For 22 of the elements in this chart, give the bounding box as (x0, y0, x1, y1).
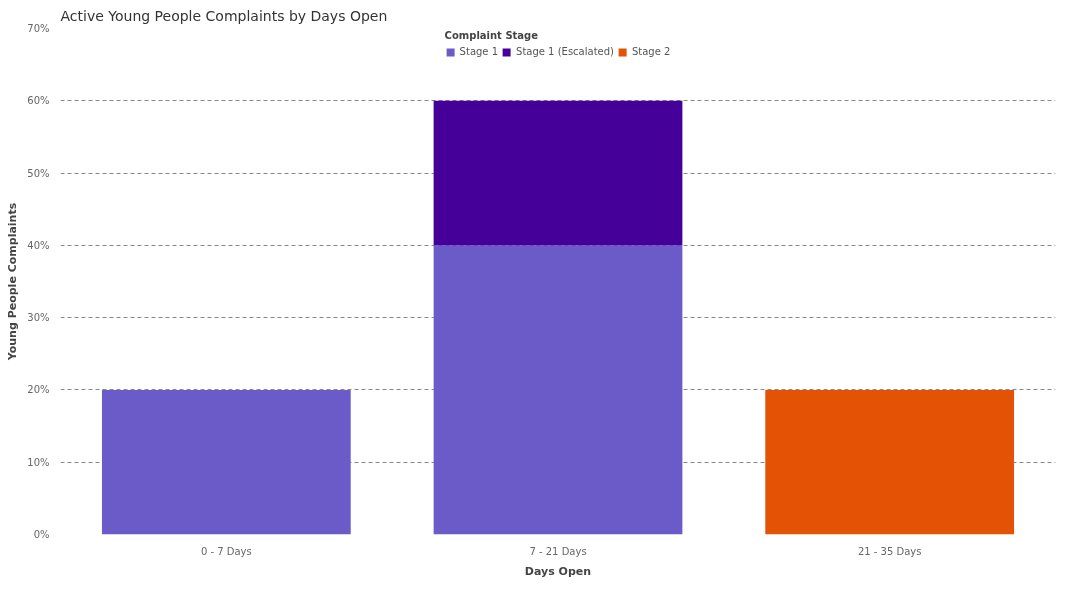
x-tick-label: 21 - 35 Days (857, 545, 922, 557)
y-tick-label: 70% (27, 23, 50, 34)
chart-title: Active Young People Complaints by Days Open (60, 7, 388, 24)
legend-label: Stage 2 (631, 46, 671, 57)
y-tick-label: 50% (27, 167, 50, 179)
y-tick-label: 0% (33, 529, 50, 540)
legend-label: Stage 1 (459, 46, 499, 57)
y-tick-label: 40% (27, 239, 50, 251)
y-tick-label: 10% (27, 456, 50, 468)
bar (101, 389, 351, 535)
x-tick-label: 0 - 7 Days (200, 545, 252, 557)
bar (433, 100, 683, 246)
x-axis-title: Days Open (524, 564, 592, 578)
legend-title: Complaint Stage (444, 30, 540, 41)
legend-label: Stage 1 (Escalated) (516, 46, 614, 57)
y-tick-label: 20% (27, 384, 50, 396)
bar (433, 245, 683, 535)
y-axis-title: Young People Complaints (6, 202, 20, 362)
y-tick-label: 60% (27, 95, 50, 107)
y-tick-label: 30% (27, 312, 50, 324)
bar (765, 389, 1015, 535)
x-tick-label: 7 - 21 Days (529, 545, 587, 557)
